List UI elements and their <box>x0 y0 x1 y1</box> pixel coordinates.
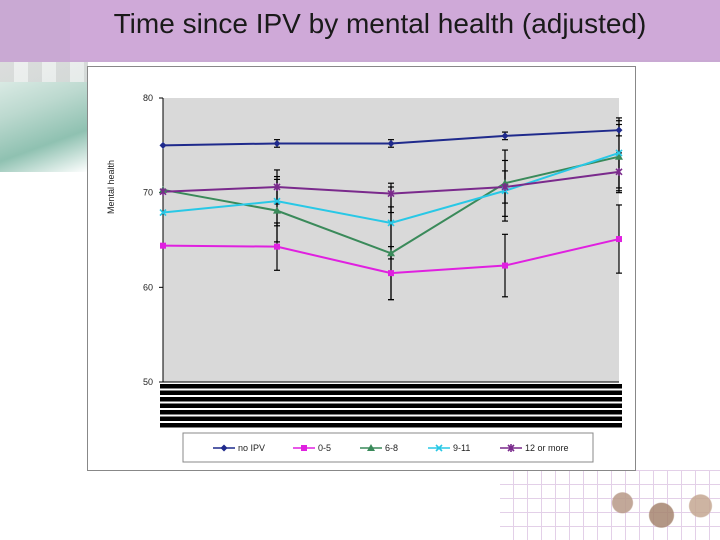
legend-box <box>182 432 594 463</box>
data-point <box>615 126 623 134</box>
legend-label: no IPV <box>238 443 265 453</box>
legend-label: 12 or more <box>525 443 569 453</box>
data-point <box>388 270 394 277</box>
data-point <box>387 249 395 257</box>
y-tick-label: 60 <box>143 282 153 292</box>
decorative-photo-faces <box>590 478 720 540</box>
data-point <box>367 444 375 451</box>
legend-label: 0-5 <box>318 443 331 453</box>
data-point <box>615 149 623 157</box>
y-tick-label: 70 <box>143 188 153 198</box>
data-point <box>615 152 623 160</box>
data-point <box>387 139 395 147</box>
x-label-band <box>160 416 622 421</box>
header-left-strip <box>0 0 70 62</box>
decorative-photo-strip <box>0 62 88 82</box>
legend-label: 9-11 <box>453 443 470 453</box>
x-axis-label-bands <box>160 384 622 428</box>
data-point <box>273 139 281 147</box>
chart-frame: 50 60 70 80 Mental health no IPV 0-5 6-8 9-11 1… <box>87 66 636 471</box>
data-point <box>159 141 167 149</box>
data-point <box>502 262 508 269</box>
y-tick-label: 50 <box>143 377 153 387</box>
line-chart: 50 60 70 80 Mental health no IPV 0-5 6-8 9-11 1… <box>106 93 623 463</box>
x-label-band <box>160 390 622 395</box>
x-label-band <box>160 423 622 428</box>
data-point <box>501 132 509 140</box>
data-point <box>387 189 395 198</box>
title-band <box>70 0 720 60</box>
x-label-band <box>160 410 622 415</box>
data-point <box>274 243 280 250</box>
series-markers <box>159 126 623 277</box>
data-point <box>435 444 443 452</box>
x-label-band <box>160 403 622 408</box>
slide-title: Time since IPV by mental health (adjuste… <box>113 8 647 39</box>
y-axis-label: Mental health <box>106 160 116 214</box>
legend: no IPV 0-5 6-8 9-11 12 or more <box>213 443 569 453</box>
y-tick-label: 80 <box>143 93 153 103</box>
data-point <box>273 197 281 205</box>
x-label-band <box>160 397 622 402</box>
data-point <box>507 444 515 452</box>
data-point <box>387 219 395 227</box>
data-point <box>159 208 167 217</box>
x-label-band <box>160 384 622 389</box>
data-point <box>273 206 281 214</box>
data-point <box>160 242 166 249</box>
data-point <box>501 182 509 191</box>
data-point <box>159 187 167 196</box>
data-point <box>616 236 622 243</box>
data-point <box>273 182 281 191</box>
data-point <box>301 445 307 451</box>
data-point <box>615 167 623 176</box>
data-point <box>220 444 228 452</box>
legend-label: 6-8 <box>385 443 398 453</box>
